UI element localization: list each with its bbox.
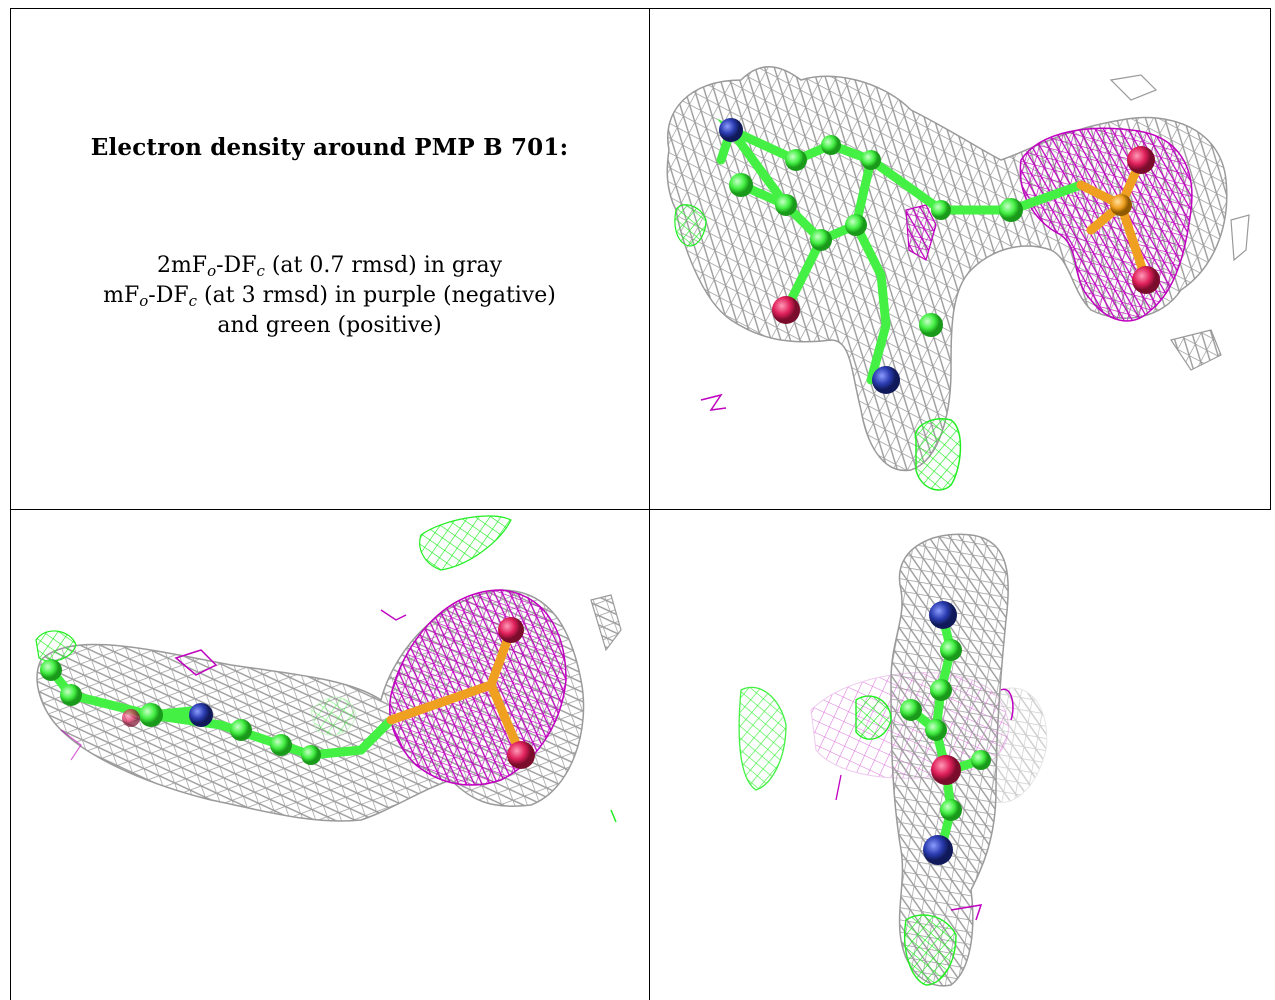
legend-line-positive: and green (positive) (217, 313, 442, 338)
legend-line-fofc: mFo-DFc (at 3 rmsd) in purple (negative) (103, 283, 556, 310)
grid-line-top (10, 8, 1271, 9)
grid-line-middle (10, 509, 1271, 510)
figure-title: Electron density around PMP B 701: (90, 134, 569, 161)
figure-grid (10, 8, 1271, 1000)
legend-line-2fofc: 2mFo-DFc (at 0.7 rmsd) in gray (156, 253, 503, 280)
electron-density-view-side-icon (35, 515, 622, 823)
grid-line-right (1270, 8, 1271, 509)
grid-line-left (10, 8, 11, 1000)
electron-density-view-edge-icon (738, 533, 1048, 987)
legend-description: 2mFo-DFc (at 0.7 rmsd) in gray mFo-DFc (… (10, 251, 649, 341)
legend-cell: Electron density around PMP B 701: 2mFo-… (10, 8, 649, 509)
electron-density-view-front-icon (666, 66, 1250, 491)
grid-line-center (649, 8, 650, 1000)
